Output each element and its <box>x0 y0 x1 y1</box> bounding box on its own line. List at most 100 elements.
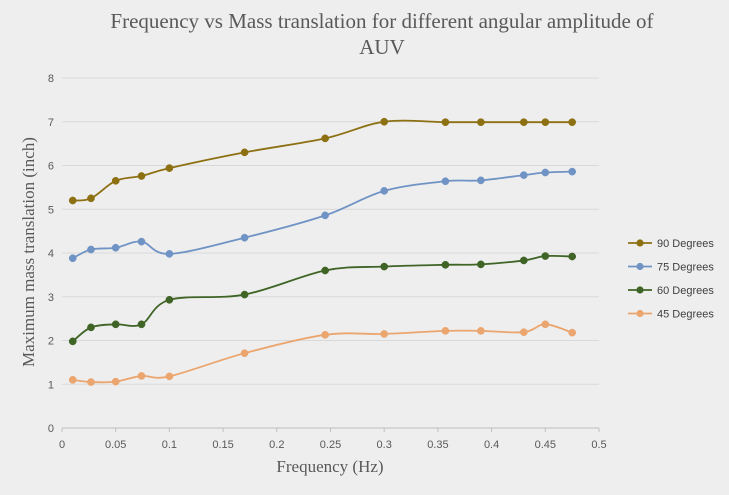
legend-item: 60 Degrees <box>628 285 714 297</box>
legend-label: 75 Degrees <box>657 262 714 274</box>
data-point <box>111 243 120 252</box>
data-point <box>87 245 95 254</box>
y-tick-label: 1 <box>48 379 54 391</box>
data-point <box>87 378 95 386</box>
data-point <box>68 337 77 346</box>
data-point <box>321 330 329 339</box>
y-tick-label: 3 <box>48 292 54 304</box>
data-point <box>441 260 450 269</box>
data-point <box>541 252 550 260</box>
data-point <box>541 118 550 127</box>
data-point <box>165 295 174 304</box>
data-point <box>111 320 120 329</box>
data-point <box>541 320 550 329</box>
legend-marker <box>636 309 644 318</box>
x-tick-label: 0.45 <box>535 439 556 451</box>
y-axis-title: Maximum mass translation (inch) <box>19 137 38 367</box>
x-tick-label: 0.4 <box>484 439 499 451</box>
y-tick-label: 5 <box>48 204 54 216</box>
x-tick-label: 0.35 <box>427 439 448 451</box>
series-line <box>72 119 573 202</box>
data-point <box>240 148 249 157</box>
x-tick-label: 0.5 <box>591 439 606 451</box>
data-point <box>165 164 174 172</box>
data-point <box>568 328 577 337</box>
data-point <box>380 187 389 195</box>
data-point <box>68 196 77 205</box>
legend-item: 90 Degrees <box>628 238 714 250</box>
data-point <box>519 256 528 265</box>
series-75-degrees <box>68 167 577 263</box>
data-point <box>380 117 389 126</box>
data-point <box>477 260 485 269</box>
data-point <box>240 349 249 358</box>
data-point <box>321 134 329 143</box>
data-point <box>165 250 174 258</box>
data-point <box>519 328 528 337</box>
data-point <box>137 237 146 246</box>
series-45-degrees <box>68 320 577 386</box>
legend-label: 60 Degrees <box>657 285 714 297</box>
data-point <box>68 254 77 263</box>
data-point <box>441 327 450 335</box>
y-tick-labels: 0 1 2 3 4 5 6 7 8 <box>48 73 54 435</box>
x-tick-label: 0.15 <box>212 439 233 451</box>
legend: 90 Degrees 75 Degrees 60 Degrees 45 Degrees <box>628 238 714 321</box>
data-point <box>380 330 389 338</box>
series-90-degrees <box>68 117 577 205</box>
legend-item: 45 Degrees <box>628 309 714 321</box>
x-tick-label: 0.3 <box>377 439 392 451</box>
data-point <box>87 194 95 203</box>
x-axis-title: Frequency (Hz) <box>276 457 383 476</box>
y-tick-label: 6 <box>48 161 54 173</box>
data-point <box>568 118 577 127</box>
data-point <box>240 290 249 299</box>
x-tick-label: 0.2 <box>269 439 284 451</box>
data-point <box>519 118 528 127</box>
legend-marker <box>636 239 644 247</box>
legend-marker <box>636 262 644 271</box>
x-tick-label: 0.1 <box>162 439 177 451</box>
y-tick-label: 4 <box>48 248 54 260</box>
data-point <box>87 323 95 332</box>
legend-label: 90 Degrees <box>657 238 714 250</box>
series-lines <box>68 117 577 386</box>
data-point <box>68 376 77 384</box>
data-point <box>477 118 485 127</box>
data-point <box>240 233 249 242</box>
series-60-degrees <box>68 252 577 346</box>
data-point <box>111 377 120 386</box>
data-point <box>477 176 485 185</box>
data-point <box>477 327 485 335</box>
data-point <box>321 266 329 275</box>
data-point <box>321 211 329 220</box>
data-point <box>441 177 450 186</box>
x-tick-label: 0.05 <box>105 439 126 451</box>
y-tick-label: 0 <box>48 423 54 435</box>
chart-title-line-1: Frequency vs Mass translation for differ… <box>110 9 653 33</box>
data-point <box>137 320 146 329</box>
x-tick-label: 0.25 <box>320 439 341 451</box>
y-tick-label: 7 <box>48 117 54 129</box>
data-point <box>568 167 577 176</box>
data-point <box>441 118 450 127</box>
x-tick-labels: 0 0.05 0.1 0.15 0.2 0.25 0.3 0.35 0.4 0.45 0.5 <box>59 439 607 451</box>
data-point <box>519 171 528 179</box>
data-point <box>380 262 389 271</box>
data-point <box>137 372 146 380</box>
chart-title-line-2: AUV <box>359 35 405 59</box>
data-point <box>165 372 174 381</box>
y-tick-label: 8 <box>48 73 54 85</box>
gridlines <box>61 77 600 432</box>
y-tick-label: 2 <box>48 336 54 348</box>
legend-marker <box>636 286 644 294</box>
data-point <box>111 176 120 185</box>
legend-item: 75 Degrees <box>628 262 714 274</box>
legend-label: 45 Degrees <box>657 309 714 321</box>
data-point <box>137 172 146 180</box>
data-point <box>568 252 577 261</box>
x-tick-label: 0 <box>59 439 65 451</box>
data-point <box>541 168 550 177</box>
